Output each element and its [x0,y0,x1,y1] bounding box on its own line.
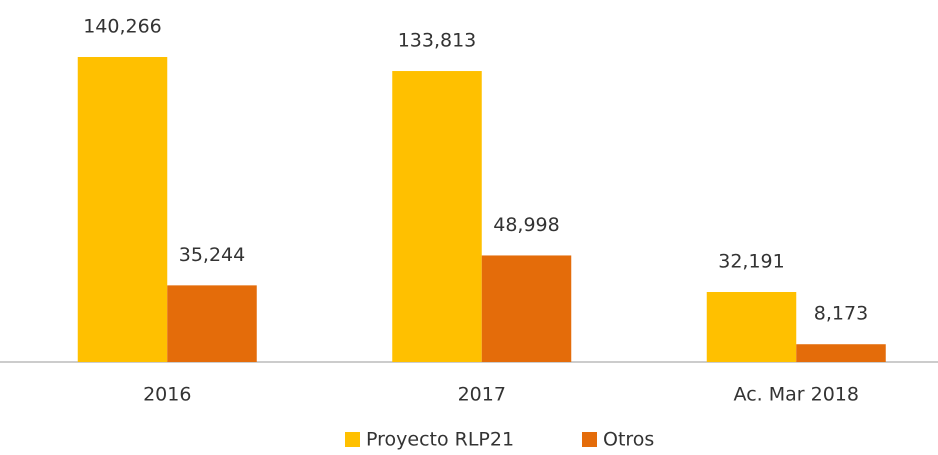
legend-swatch [582,432,597,447]
legend-label: Proyecto RLP21 [366,429,514,451]
bar [392,71,482,362]
data-label: 32,191 [718,251,784,273]
data-label: 8,173 [814,303,868,325]
x-tick-label: 2017 [458,384,506,406]
legend-label: Otros [603,429,654,451]
data-label: 140,266 [83,16,162,38]
data-label: 133,813 [398,30,477,52]
data-label: 35,244 [179,244,245,266]
bar [481,255,572,362]
bar [77,57,168,362]
x-tick-label: 2016 [143,384,191,406]
bar [796,344,886,362]
data-label: 48,998 [493,214,559,236]
bar [706,292,797,362]
legend-swatch [345,432,360,447]
x-tick-label: Ac. Mar 2018 [734,384,859,406]
bar [167,285,257,362]
